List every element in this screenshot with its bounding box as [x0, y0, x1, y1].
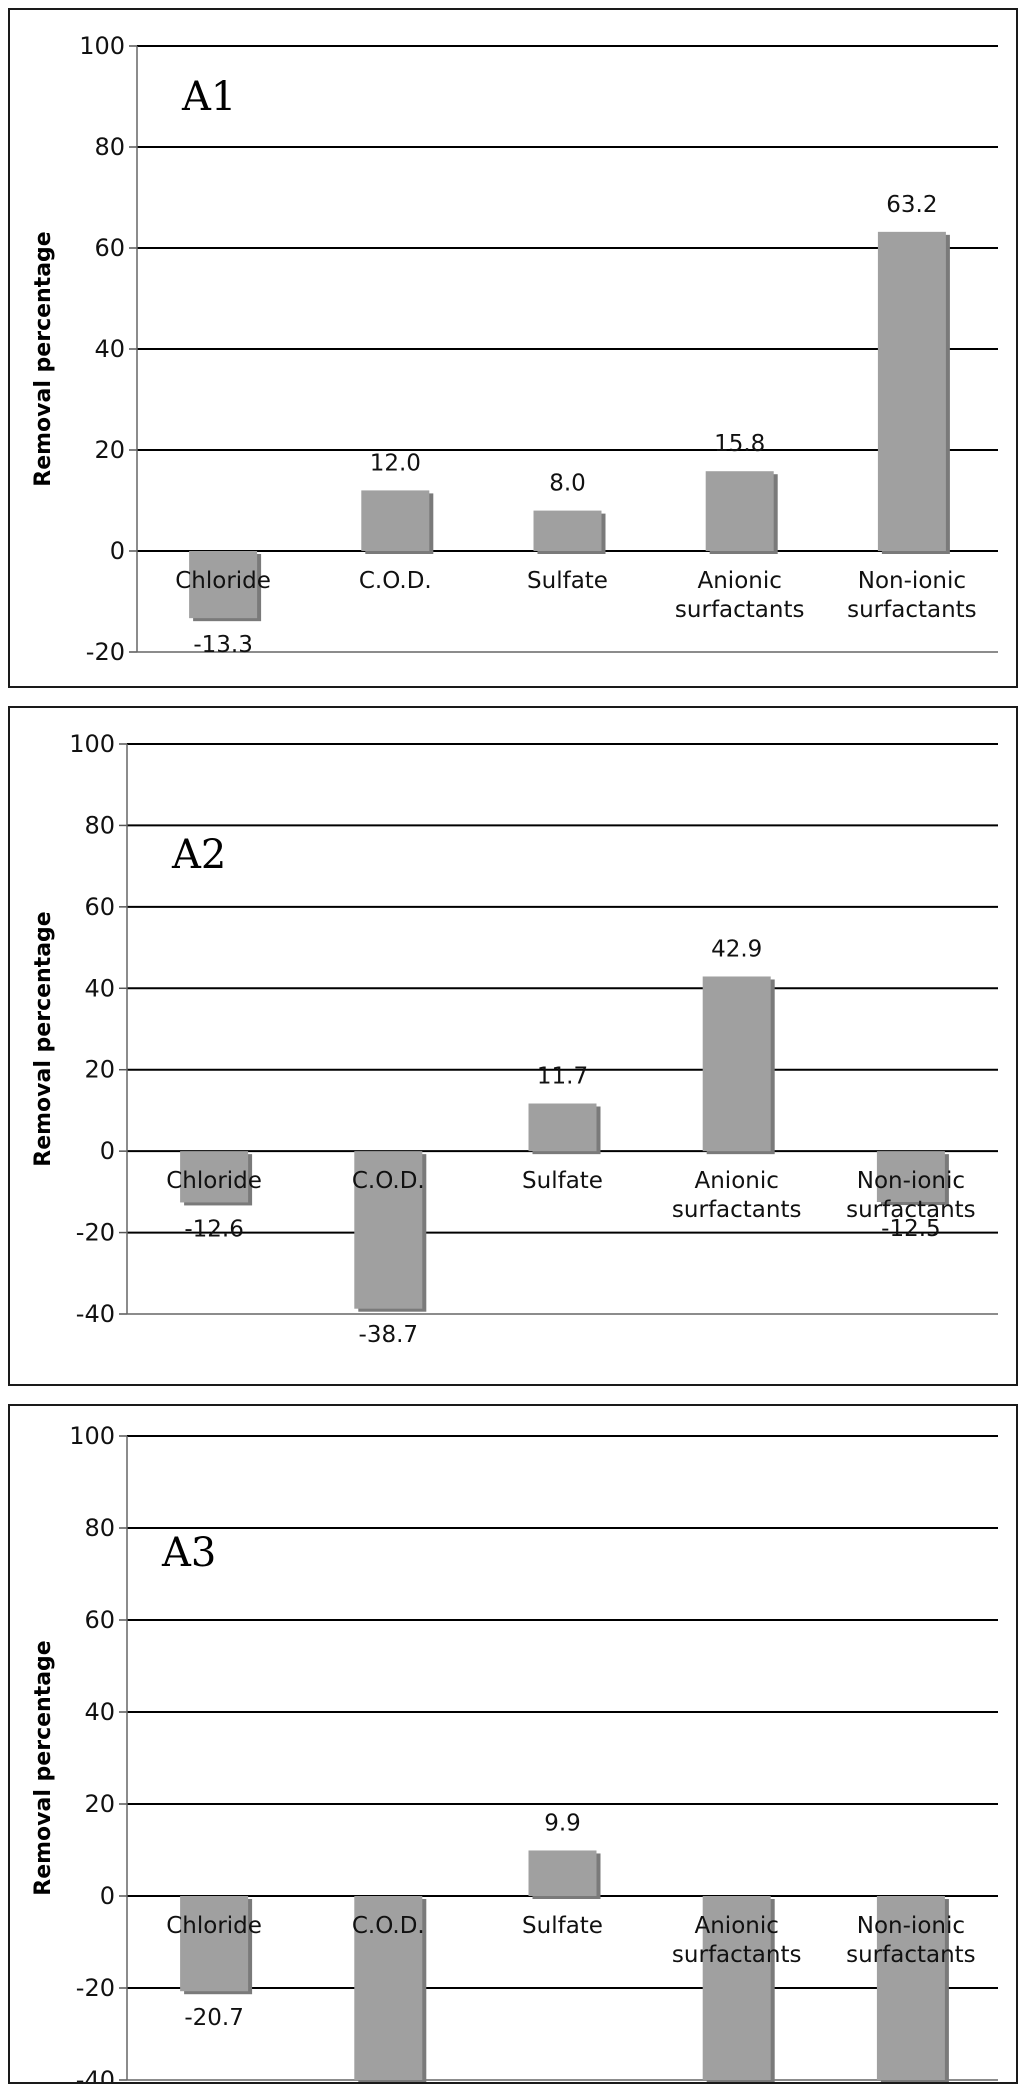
bar: [528, 1850, 597, 1896]
y-tick-label: -40: [76, 1300, 115, 1328]
chart-panel-a3: -40 -20 0 20 40 60 80 100 Removal percentage A3 Ch…: [8, 1404, 1018, 2084]
bar: [361, 490, 430, 551]
y-tick-label: -20: [76, 1974, 115, 2002]
y-tick-label: 20: [94, 436, 125, 464]
bar: [180, 1151, 249, 1203]
y-tick-label: 40: [94, 335, 125, 363]
x-tick-label: Non-ionic surfactants: [846, 1168, 976, 1223]
data-label: -20.7: [184, 2005, 244, 2031]
y-tick-label: 20: [84, 1790, 115, 1818]
y-tick-label: 40: [84, 974, 115, 1002]
bar: [533, 510, 602, 551]
x-tick-label: Sulfate: [527, 568, 608, 594]
y-tick-label: 20: [84, 1056, 115, 1084]
data-label: 9.9: [544, 1810, 581, 1836]
data-label: 15.8: [714, 431, 765, 457]
data-label: -12.6: [184, 1216, 244, 1242]
y-tick-label: 60: [84, 893, 115, 921]
data-label: -12.5: [881, 1216, 941, 1242]
x-tick-label: C.O.D.: [352, 1913, 425, 1939]
y-tick-label: -20: [76, 1219, 115, 1247]
y-tick-label: 40: [84, 1698, 115, 1726]
data-label: -13.3: [193, 632, 253, 658]
x-tick-label: Anionic surfactants: [672, 1913, 802, 1968]
data-label: 8.0: [549, 471, 586, 497]
bar: [705, 471, 774, 551]
panel-title: A1: [181, 74, 236, 120]
chart-svg: -20 0 20 40 60 80 100 Removal percentage A1 Chlor…: [31, 32, 998, 666]
data-label: -38.7: [359, 1322, 419, 1348]
y-tick-label: -20: [86, 638, 125, 666]
y-tick-label: 60: [94, 234, 125, 262]
x-tick-label: Non-ionic surfactants: [847, 568, 977, 623]
chart-panel-a1: -20 0 20 40 60 80 100 Removal percentage A1 Chlor…: [8, 8, 1018, 688]
y-tick-label: 100: [69, 730, 115, 758]
x-tick-label: Sulfate: [522, 1913, 603, 1939]
y-tick-label: 80: [94, 133, 125, 161]
y-tick-label: 0: [100, 1137, 115, 1165]
x-tick-label: Anionic surfactants: [672, 1168, 802, 1223]
bar: [876, 1151, 945, 1203]
data-label: 63.2: [886, 192, 937, 218]
y-tick-label: 100: [79, 32, 125, 60]
panel-title: A2: [171, 832, 226, 878]
x-tick-label: Non-ionic surfactants: [846, 1913, 976, 1968]
x-tick-label: C.O.D.: [359, 568, 432, 594]
y-axis-label: Removal percentage: [31, 911, 56, 1166]
y-tick-label: 80: [84, 1514, 115, 1542]
chart-panel-a2: -40 -20 0 20 40 60 80 100 Removal percentage A2 Ch…: [8, 706, 1018, 1386]
y-tick-label: 0: [100, 1882, 115, 1910]
bar: [180, 1896, 249, 1992]
y-tick-label: 100: [69, 1422, 115, 1450]
chart-svg: -40 -20 0 20 40 60 80 100 Removal percentage A2 Ch…: [31, 730, 998, 1348]
y-axis-label: Removal percentage: [31, 1640, 56, 1895]
bar: [354, 1151, 423, 1309]
bar: [877, 231, 946, 551]
x-tick-label: Sulfate: [522, 1168, 603, 1194]
data-label: 42.9: [711, 936, 762, 962]
bar: [189, 551, 258, 619]
y-tick-label: 80: [84, 811, 115, 839]
bar: [876, 1896, 945, 2080]
x-tick-label: Anionic surfactants: [675, 568, 805, 623]
data-label: 11.7: [537, 1064, 588, 1090]
panel-title: A3: [161, 1530, 216, 1576]
y-axis-label: Removal percentage: [31, 231, 56, 486]
bar: [528, 1103, 597, 1152]
x-tick-label: Chloride: [166, 1913, 262, 1939]
x-tick-label: Chloride: [166, 1168, 262, 1194]
y-tick-label: -40: [76, 2066, 115, 2082]
x-tick-label: Chloride: [175, 568, 271, 594]
data-label: 12.0: [370, 450, 421, 476]
bar: [354, 1896, 423, 2080]
chart-svg: -40 -20 0 20 40 60 80 100 Removal percentage A3 Ch…: [31, 1422, 998, 2082]
bar: [702, 1896, 771, 2080]
y-tick-label: 60: [84, 1606, 115, 1634]
bar: [702, 976, 771, 1152]
x-tick-label: C.O.D.: [352, 1168, 425, 1194]
y-tick-label: 0: [110, 537, 125, 565]
